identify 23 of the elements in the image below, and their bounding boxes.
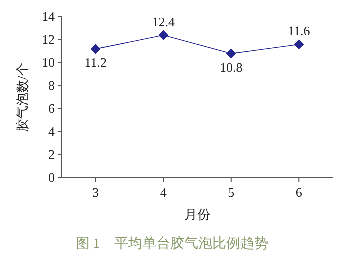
x-tick-label: 4 [160, 185, 168, 200]
y-tick-label: 12 [42, 32, 55, 47]
y-tick-label: 0 [48, 170, 55, 185]
x-tick-label: 5 [228, 185, 235, 200]
y-tick-label: 4 [48, 124, 56, 139]
y-tick-label: 6 [48, 101, 56, 116]
y-tick-label: 14 [42, 9, 56, 24]
y-tick-label: 10 [42, 55, 55, 70]
data-label: 10.8 [220, 60, 243, 75]
data-label: 12.4 [152, 14, 176, 30]
y-tick-label: 2 [48, 147, 55, 162]
y-axis-title: 胶气泡数/个 [15, 63, 30, 132]
x-tick-label: 3 [92, 185, 100, 200]
data-label: 11.6 [288, 24, 311, 39]
x-axis-title: 月份 [184, 207, 210, 222]
x-tick-label: 6 [296, 185, 303, 200]
point [226, 48, 236, 59]
data-label: 11.2 [84, 55, 108, 70]
point [90, 44, 101, 54]
y-tick-label: 8 [48, 78, 55, 93]
point [158, 30, 169, 40]
point [294, 40, 304, 50]
text: 图 1 平均单台胶气泡比例趋势 [76, 236, 268, 252]
